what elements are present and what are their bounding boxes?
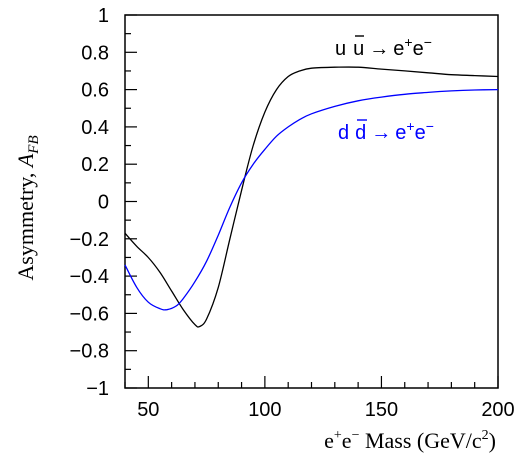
- series-uu-line: [124, 66, 499, 328]
- x-tick-label: 200: [481, 399, 514, 421]
- y-tick-label: 0.6: [81, 80, 109, 102]
- y-tick-label: 1: [98, 5, 109, 27]
- axis-ticks: [124, 14, 499, 389]
- y-tick-label: 0.4: [81, 117, 109, 139]
- series-dd-line: [124, 88, 499, 311]
- svg-text:dd→e+e−: d d → e+e−: [338, 118, 434, 144]
- annotation-dd: d d → e+e−: [338, 118, 434, 144]
- y-tick-label: −0.4: [70, 266, 109, 288]
- series-curves: [124, 66, 499, 328]
- x-tick-label: 150: [365, 399, 398, 421]
- y-tick-label: 0.8: [81, 42, 109, 64]
- y-tick-label: 0.2: [81, 154, 109, 176]
- y-tick-label: −0.8: [70, 341, 109, 363]
- y-tick-label: −0.6: [70, 303, 109, 325]
- y-axis-title: Asymmetry, AFB: [13, 135, 42, 280]
- x-tick-label: 50: [137, 399, 159, 421]
- y-tick-label: −1: [86, 378, 109, 400]
- plot-frame: [124, 14, 499, 389]
- x-axis-title: e+e− Mass (GeV/c2): [324, 428, 496, 453]
- annotation-uu: u u → e+e−: [335, 34, 432, 60]
- x-tick-label: 100: [248, 399, 281, 421]
- svg-text:uu→e+e−: u u → e+e−: [335, 34, 432, 60]
- y-tick-label: −0.2: [70, 229, 109, 251]
- y-tick-label: 0: [98, 192, 109, 214]
